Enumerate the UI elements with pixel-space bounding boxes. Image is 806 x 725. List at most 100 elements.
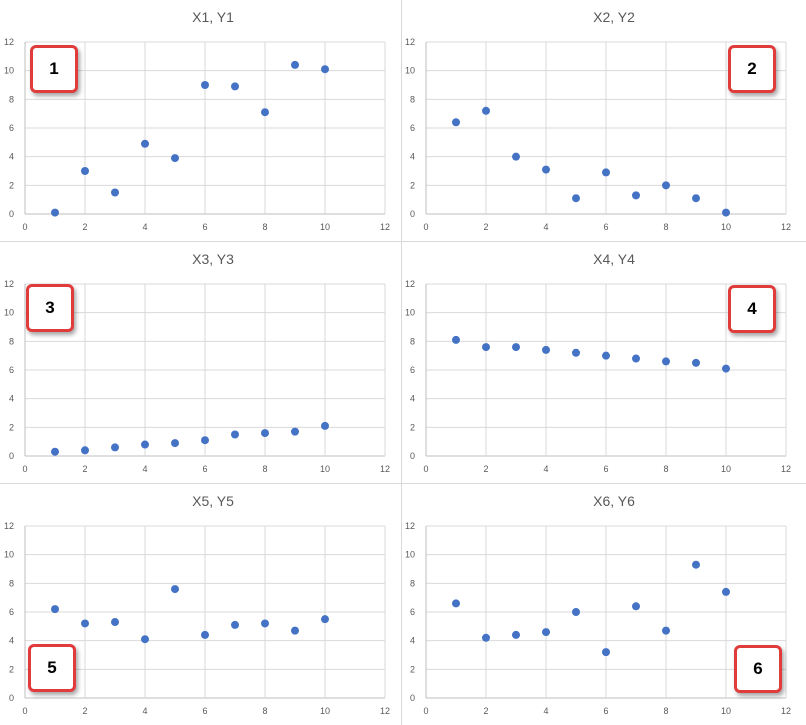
x-tick-label: 0	[423, 706, 428, 716]
y-tick-label: 2	[9, 180, 14, 190]
x-tick-label: 8	[262, 464, 267, 474]
panel-number-badge: 1	[30, 45, 78, 93]
panel-number-badge: 2	[728, 45, 776, 93]
chart-panel-5: 0 2 4 6 8 10 12 0 2 4 6 8 10 12 X5, Y5 5	[0, 484, 402, 725]
x-tick-label: 4	[543, 706, 548, 716]
y-tick-label: 8	[410, 336, 415, 346]
x-tick-label: 2	[82, 222, 87, 232]
data-point	[632, 602, 640, 611]
x-tick-label: 0	[22, 222, 27, 232]
data-point	[572, 348, 580, 357]
y-tick-label: 0	[410, 451, 415, 461]
scatter-chart-1: 0 2 4 6 8 10 12 0 2 4 6 8 10 12 X1, Y1	[4, 9, 390, 232]
chart-title: X1, Y1	[192, 9, 234, 25]
x-tick-label: 6	[603, 464, 608, 474]
data-point	[171, 154, 179, 163]
x-tick-label: 8	[663, 464, 668, 474]
x-tick-label: 0	[423, 222, 428, 232]
y-tick-label: 6	[9, 607, 14, 617]
y-tick-label: 0	[9, 209, 14, 219]
horizontal-divider-1	[0, 241, 806, 242]
y-tick-label: 4	[410, 152, 415, 162]
data-point	[452, 335, 460, 344]
data-point	[51, 605, 59, 614]
x-tick-label: 2	[483, 222, 488, 232]
y-tick-label: 12	[405, 37, 415, 47]
y-tick-label: 0	[410, 693, 415, 703]
chart-panel-3: 0 2 4 6 8 10 12 0 2 4 6 8 10 12 X3, Y3 3	[0, 242, 402, 483]
y-tick-label: 8	[9, 94, 14, 104]
data-point	[452, 599, 460, 608]
y-tick-label: 8	[410, 94, 415, 104]
data-point	[51, 447, 59, 456]
data-point	[512, 630, 520, 639]
y-tick-label: 2	[410, 422, 415, 432]
y-tick-label: 8	[9, 336, 14, 346]
chart-title: X2, Y2	[593, 9, 635, 25]
data-point	[632, 354, 640, 363]
data-point	[722, 208, 730, 217]
chart-title: X4, Y4	[593, 251, 635, 267]
chart-panel-1: 0 2 4 6 8 10 12 0 2 4 6 8 10 12 X1, Y1 1	[0, 0, 402, 241]
y-tick-label: 8	[9, 578, 14, 588]
y-tick-label: 6	[410, 123, 415, 133]
x-tick-label: 8	[262, 222, 267, 232]
chart-panel-4: 0 2 4 6 8 10 12 0 2 4 6 8 10 12 X4, Y4 4	[401, 242, 803, 483]
y-tick-label: 12	[4, 37, 14, 47]
data-point	[111, 188, 119, 197]
data-point	[482, 106, 490, 115]
chart-panel-2: 0 2 4 6 8 10 12 0 2 4 6 8 10 12 X2, Y2 2	[401, 0, 803, 241]
x-tick-label: 10	[320, 464, 330, 474]
data-point	[662, 181, 670, 190]
y-tick-label: 0	[410, 209, 415, 219]
data-point	[572, 608, 580, 616]
y-tick-label: 4	[410, 394, 415, 404]
x-tick-label: 8	[262, 706, 267, 716]
scatter-chart-3: 0 2 4 6 8 10 12 0 2 4 6 8 10 12 X3, Y3	[4, 251, 390, 474]
x-tick-label: 12	[781, 706, 791, 716]
x-tick-label: 4	[142, 464, 147, 474]
y-tick-label: 0	[9, 693, 14, 703]
data-point	[201, 630, 209, 639]
x-tick-label: 10	[721, 706, 731, 716]
chart-title: X6, Y6	[593, 493, 635, 509]
y-tick-label: 4	[9, 394, 14, 404]
x-tick-label: 2	[82, 706, 87, 716]
horizontal-divider-2	[0, 483, 806, 484]
x-tick-label: 4	[543, 222, 548, 232]
x-tick-label: 2	[82, 464, 87, 474]
data-point	[81, 167, 89, 175]
data-point	[231, 82, 239, 91]
panel-number-badge: 4	[728, 285, 776, 333]
x-tick-label: 6	[603, 222, 608, 232]
panel-number-badge: 6	[734, 645, 782, 693]
data-point	[81, 446, 89, 455]
data-point	[482, 633, 490, 642]
data-point	[602, 168, 610, 177]
data-point	[171, 439, 179, 448]
x-tick-label: 12	[781, 222, 791, 232]
data-point	[81, 619, 89, 628]
y-tick-label: 6	[410, 607, 415, 617]
y-tick-label: 10	[4, 308, 14, 318]
x-tick-label: 8	[663, 706, 668, 716]
data-point	[141, 139, 149, 148]
data-point	[231, 620, 239, 629]
data-point	[662, 626, 670, 635]
scatter-chart-4: 0 2 4 6 8 10 12 0 2 4 6 8 10 12 X4, Y4	[405, 251, 791, 474]
panel-number-badge: 3	[26, 284, 74, 332]
data-point	[171, 585, 179, 594]
y-tick-label: 2	[9, 664, 14, 674]
x-tick-label: 2	[483, 706, 488, 716]
x-tick-label: 12	[380, 222, 390, 232]
y-tick-label: 10	[4, 550, 14, 560]
x-tick-label: 10	[320, 706, 330, 716]
data-point	[662, 357, 670, 366]
y-tick-label: 10	[405, 308, 415, 318]
y-tick-label: 12	[405, 279, 415, 289]
x-tick-label: 12	[781, 464, 791, 474]
x-tick-label: 2	[483, 464, 488, 474]
data-point	[321, 615, 329, 624]
scatter-chart-5: 0 2 4 6 8 10 12 0 2 4 6 8 10 12 X5, Y5	[4, 493, 390, 716]
